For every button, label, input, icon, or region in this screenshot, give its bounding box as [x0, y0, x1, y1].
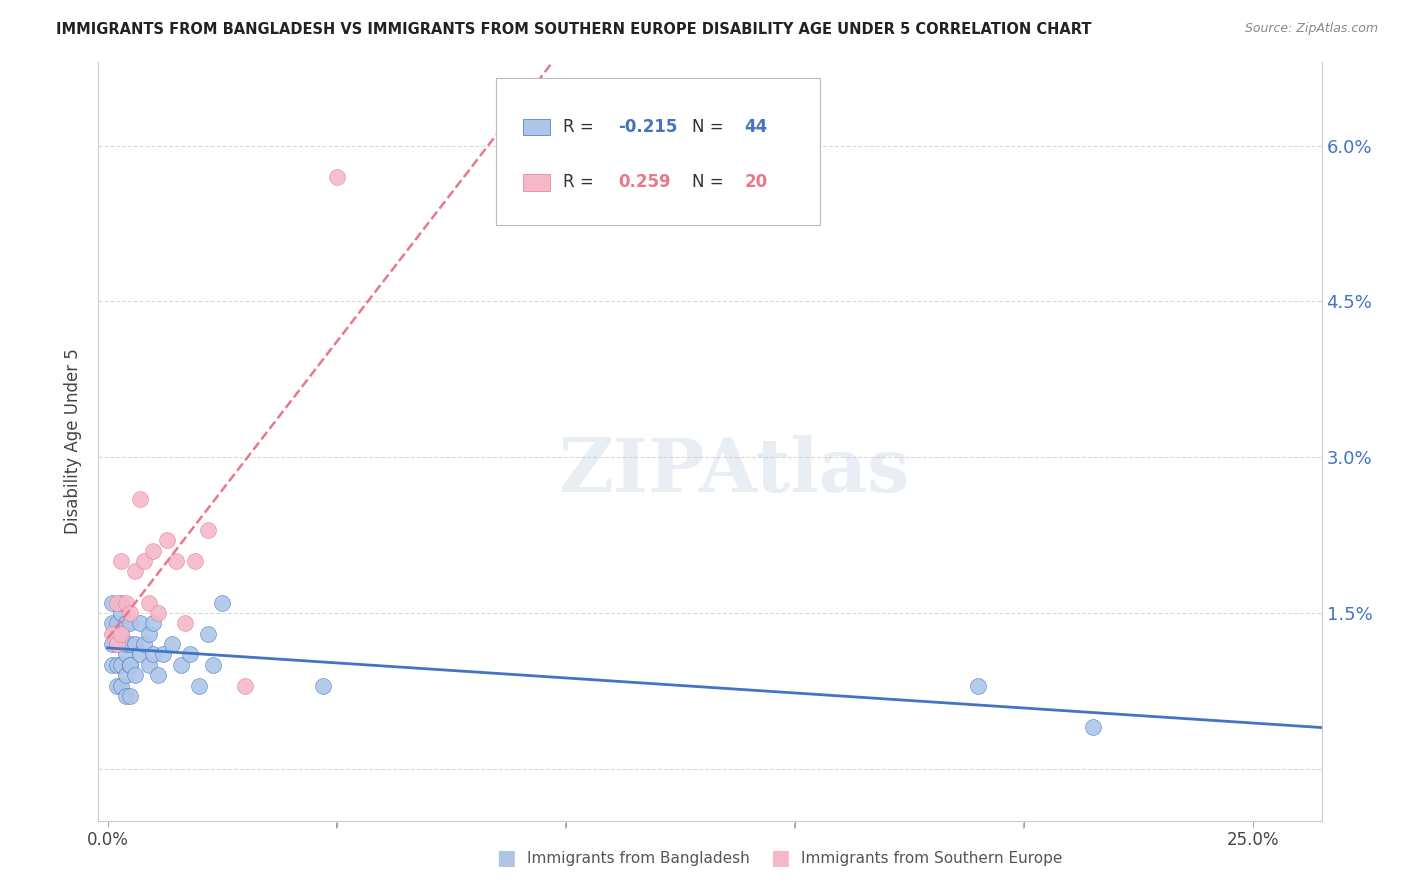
Text: Immigrants from Bangladesh: Immigrants from Bangladesh: [527, 851, 749, 865]
Point: [967, 679, 990, 693]
Point: [120, 637, 142, 651]
Point: [110, 679, 132, 693]
Point: [105, 595, 128, 609]
FancyBboxPatch shape: [496, 78, 820, 226]
Point: [110, 657, 132, 672]
Point: [146, 606, 169, 620]
Text: R =: R =: [564, 173, 605, 191]
Point: [115, 616, 138, 631]
Point: [105, 657, 128, 672]
Text: ■: ■: [770, 848, 790, 868]
Point: [110, 626, 132, 640]
Point: [115, 668, 138, 682]
Text: ZIPAtlas: ZIPAtlas: [558, 435, 910, 508]
Point: [128, 616, 150, 631]
Text: N =: N =: [692, 118, 728, 136]
Text: 0.259: 0.259: [619, 173, 671, 191]
FancyBboxPatch shape: [523, 174, 550, 191]
Text: -0.215: -0.215: [619, 118, 678, 136]
Text: R =: R =: [564, 118, 599, 136]
Point: [211, 595, 233, 609]
Point: [134, 554, 156, 568]
Point: [174, 616, 197, 631]
Point: [179, 648, 201, 662]
Point: [101, 626, 124, 640]
Point: [101, 616, 124, 631]
Point: [105, 679, 128, 693]
Point: [120, 657, 142, 672]
Point: [156, 533, 179, 548]
FancyBboxPatch shape: [523, 119, 550, 136]
Point: [120, 689, 142, 703]
Point: [325, 169, 347, 184]
Point: [105, 637, 128, 651]
Text: N =: N =: [692, 173, 728, 191]
Text: IMMIGRANTS FROM BANGLADESH VS IMMIGRANTS FROM SOUTHERN EUROPE DISABILITY AGE UND: IMMIGRANTS FROM BANGLADESH VS IMMIGRANTS…: [56, 22, 1091, 37]
Point: [138, 657, 160, 672]
Point: [101, 595, 124, 609]
Point: [197, 626, 219, 640]
Point: [128, 648, 150, 662]
Point: [138, 595, 160, 609]
Text: Immigrants from Southern Europe: Immigrants from Southern Europe: [801, 851, 1063, 865]
Point: [142, 648, 165, 662]
Point: [110, 554, 132, 568]
Point: [188, 679, 211, 693]
Point: [197, 523, 219, 537]
Point: [101, 637, 124, 651]
Point: [115, 595, 138, 609]
Point: [233, 679, 256, 693]
Point: [110, 595, 132, 609]
Point: [120, 606, 142, 620]
Point: [170, 657, 193, 672]
Point: [134, 637, 156, 651]
Point: [183, 554, 205, 568]
Point: [142, 616, 165, 631]
Point: [110, 626, 132, 640]
Point: [115, 637, 138, 651]
Point: [110, 606, 132, 620]
Point: [142, 543, 165, 558]
Point: [105, 616, 128, 631]
Point: [201, 657, 224, 672]
Point: [124, 668, 146, 682]
Point: [146, 668, 169, 682]
Point: [1081, 720, 1104, 734]
Point: [312, 679, 335, 693]
Point: [120, 616, 142, 631]
Point: [115, 689, 138, 703]
Point: [165, 554, 187, 568]
Point: [128, 491, 150, 506]
Text: ■: ■: [496, 848, 516, 868]
Point: [124, 637, 146, 651]
Point: [160, 637, 183, 651]
Text: 44: 44: [744, 118, 768, 136]
Point: [152, 648, 174, 662]
Point: [105, 637, 128, 651]
Point: [115, 648, 138, 662]
Point: [124, 565, 146, 579]
Text: Source: ZipAtlas.com: Source: ZipAtlas.com: [1244, 22, 1378, 36]
Point: [120, 657, 142, 672]
Text: 20: 20: [744, 173, 768, 191]
Point: [138, 626, 160, 640]
Point: [101, 657, 124, 672]
Y-axis label: Disability Age Under 5: Disability Age Under 5: [65, 349, 83, 534]
